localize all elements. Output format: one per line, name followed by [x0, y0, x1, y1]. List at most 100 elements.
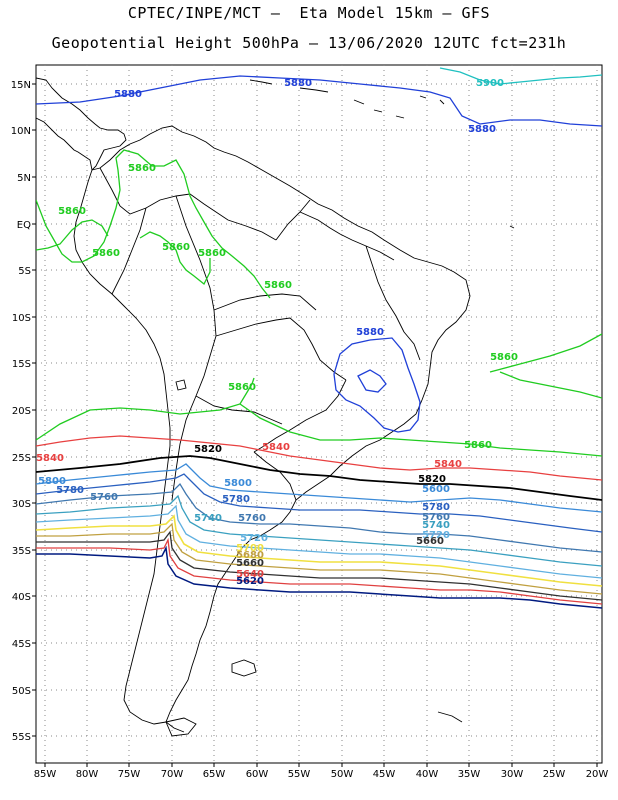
lon-tick-label: 75W — [118, 769, 141, 780]
lon-tick-label: 40W — [416, 769, 439, 780]
south-america-pacific-coast — [73, 169, 171, 725]
contour-label: 5860 — [128, 163, 156, 174]
tierra-del-fuego — [165, 717, 197, 737]
contour-label: 5700 — [236, 543, 264, 554]
contour-5760 — [36, 482, 602, 553]
contour-label: 5620 — [236, 576, 264, 587]
south-georgia — [437, 711, 463, 723]
contour-5820 — [36, 455, 602, 501]
contour-label: 5860 — [264, 280, 292, 291]
contour-label: 5760 — [238, 513, 266, 524]
contour-label: 5880 — [284, 78, 312, 89]
contour-label: 5840 — [262, 442, 290, 453]
contour-5880-inner — [357, 369, 387, 393]
caribbean-islands — [249, 79, 445, 119]
contour-label: 5720 — [422, 530, 450, 541]
contour-5840 — [36, 435, 602, 481]
contour-label: 5900 — [476, 78, 504, 89]
lat-tick-label: EQ — [17, 220, 31, 231]
geopotential-contours — [36, 67, 602, 609]
contour-5700 — [36, 514, 602, 587]
contour-5900 — [439, 67, 602, 85]
contour-label: 5680 — [236, 550, 264, 561]
lon-tick-label: 60W — [246, 769, 269, 780]
contour-label: 5860 — [58, 206, 86, 217]
lon-tick-label: 65W — [203, 769, 226, 780]
contour-5880-anticyclone — [333, 337, 421, 433]
lat-tick-label: 5N — [17, 173, 31, 184]
lat-tick-label: 30S — [12, 499, 31, 510]
lon-tick-label: 80W — [76, 769, 99, 780]
lon-tick-label: 70W — [161, 769, 184, 780]
contour-5780 — [36, 473, 602, 533]
contour-5860-west-loop — [36, 219, 109, 251]
contour-label: 5860 — [198, 248, 226, 259]
contour-label: 5840 — [36, 453, 64, 464]
contour-label: 5840 — [434, 459, 462, 470]
contour-label: 5720 — [240, 533, 268, 544]
lat-tick-label: 10S — [12, 313, 31, 324]
lon-tick-label: 85W — [34, 769, 57, 780]
contour-label: 5760 — [90, 492, 118, 503]
lat-tick-label: 55S — [12, 732, 31, 743]
contour-label: 5740 — [194, 513, 222, 524]
contour-label: 5780 — [56, 485, 84, 496]
contour-labels: 5880 5880 5900 5880 5860 5860 5860 5860 5860 5860… — [36, 78, 518, 587]
contour-label: 5860 — [464, 440, 492, 451]
lon-tick-label: 25W — [543, 769, 566, 780]
contour-label: 5880 — [114, 89, 142, 100]
contour-5720 — [36, 504, 602, 579]
map-title-line1: CPTEC/INPE/MCT – Eta Model 15km – GFS — [127, 4, 491, 22]
lon-tick-label: 20W — [586, 769, 609, 780]
contour-label: 5820 — [194, 444, 222, 455]
axis-ticks: 85W 80W 75W 70W 65W 60W 55W 50W 45W 40W 35W 30W 25W 2… — [11, 80, 609, 780]
contour-5860-north — [36, 149, 271, 299]
contour-label: 5820 — [418, 474, 446, 485]
lat-tick-label: 35S — [12, 546, 31, 557]
falkland-islands — [231, 659, 257, 677]
contour-label: 5660 — [416, 536, 444, 547]
south-america-outline — [91, 125, 471, 733]
country-borders — [99, 167, 421, 501]
contour-5660 — [36, 530, 602, 601]
contour-5860-east-lower — [499, 371, 602, 399]
contour-label: 5860 — [162, 242, 190, 253]
contour-label: 5740 — [422, 520, 450, 531]
contour-5740 — [36, 494, 602, 567]
contour-5620 — [36, 545, 602, 609]
map-title-line2: Geopotential Height 500hPa – 13/06/2020 … — [51, 34, 567, 52]
lat-tick-label: 10N — [11, 126, 31, 137]
central-america-pacific — [36, 117, 93, 171]
contour-label: 5600 — [422, 484, 450, 495]
contour-5860-south — [239, 403, 602, 457]
lat-tick-label: 15N — [11, 80, 31, 91]
contour-label: 5880 — [468, 124, 496, 135]
lat-tick-label: 5S — [18, 266, 31, 277]
contour-label: 5660 — [236, 558, 264, 569]
contour-label: 5760 — [422, 512, 450, 523]
lat-tick-label: 25S — [12, 453, 31, 464]
lat-tick-label: 15S — [12, 359, 31, 370]
contour-label: 5780 — [422, 502, 450, 513]
lat-tick-label: 20S — [12, 406, 31, 417]
contour-label: 5640 — [236, 569, 264, 580]
lon-tick-label: 35W — [458, 769, 481, 780]
central-america-coast — [36, 77, 127, 171]
fernando-de-noronha — [509, 225, 515, 229]
contour-label: 5780 — [222, 494, 250, 505]
lake-titicaca — [175, 379, 187, 391]
lon-tick-label: 50W — [331, 769, 354, 780]
contour-label: 5800 — [224, 478, 252, 489]
contour-label: 5860 — [228, 382, 256, 393]
contour-5860-east — [489, 333, 602, 373]
contour-5640 — [36, 537, 602, 605]
contour-label: 5860 — [92, 248, 120, 259]
contour-label: 5800 — [38, 476, 66, 487]
lon-tick-label: 30W — [501, 769, 524, 780]
contour-5860-central — [139, 231, 211, 286]
lat-tick-label: 45S — [12, 639, 31, 650]
contour-5880-north — [36, 75, 602, 127]
coastlines-and-borders — [36, 77, 515, 737]
lon-tick-label: 45W — [373, 769, 396, 780]
